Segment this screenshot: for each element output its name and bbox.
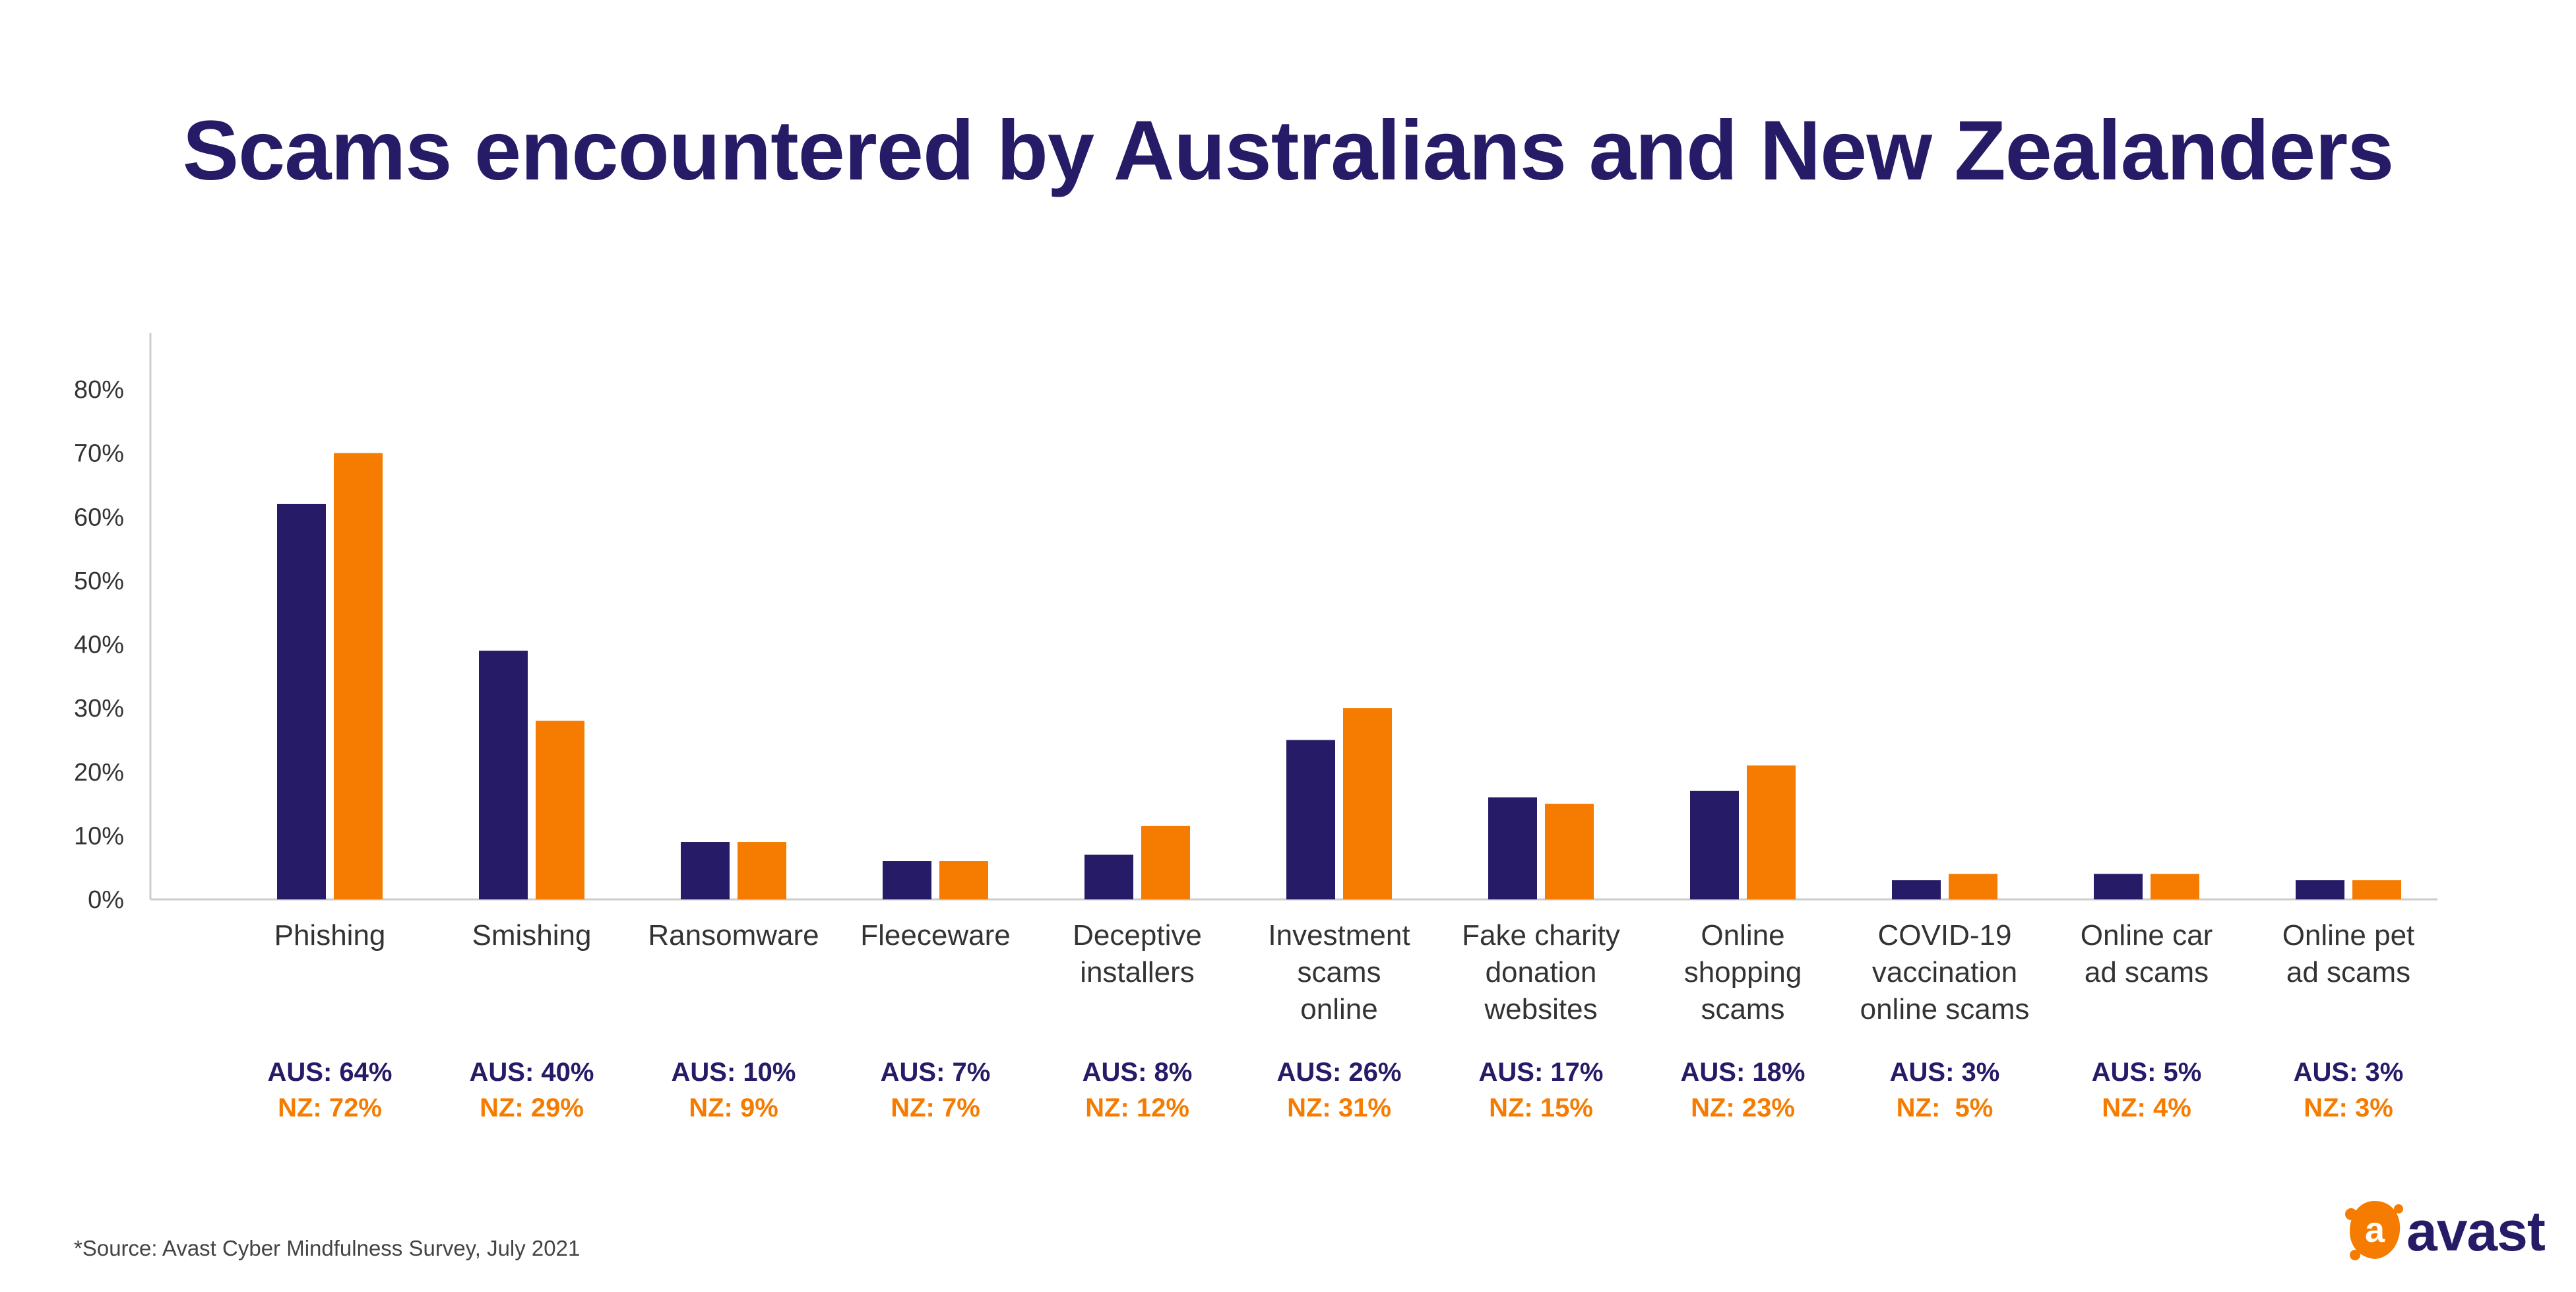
category-label-line: Fleeceware <box>860 919 1010 952</box>
category-label-line: Fake charity <box>1462 919 1620 952</box>
value-label-nz: NZ: 31% <box>1287 1093 1391 1122</box>
category-label: Investment scams online <box>1268 919 1410 1025</box>
value-label-nz: NZ: 72% <box>278 1093 382 1122</box>
bar-aus <box>2094 874 2143 899</box>
value-label-aus: AUS: 18% <box>1681 1058 1806 1087</box>
category-label-line: online <box>1300 993 1377 1025</box>
y-tick-label: 10% <box>74 822 124 850</box>
category-label-line: Deceptive <box>1073 919 1202 952</box>
category-label: Phishing <box>274 919 386 952</box>
bar-nz <box>1949 874 1997 899</box>
value-label-aus: AUS: 3% <box>2294 1058 2404 1087</box>
value-label-nz: NZ: 5% <box>1897 1093 1994 1122</box>
category-label-line: scams <box>1701 993 1784 1025</box>
bar-aus <box>277 503 326 899</box>
value-label-aus: AUS: 3% <box>1890 1058 2000 1087</box>
category-label: COVID-19 vaccination online scams <box>1860 919 2030 1025</box>
value-label-aus: AUS: 5% <box>2092 1058 2202 1087</box>
value-label-aus: AUS: 7% <box>881 1058 991 1087</box>
value-label-aus: AUS: 8% <box>1083 1058 1193 1087</box>
y-tick-label: 70% <box>74 440 124 468</box>
bar-aus <box>2296 880 2344 899</box>
bar-nz <box>334 453 383 899</box>
bar-nz <box>1141 825 1190 899</box>
logo-text: avast <box>2406 1200 2546 1262</box>
category-label-line: Ransomware <box>648 919 819 952</box>
bar-nz <box>1545 804 1594 899</box>
bar-nz <box>939 861 988 899</box>
bar-aus <box>681 842 730 899</box>
value-label-aus: AUS: 64% <box>268 1058 393 1087</box>
category-label: Smishing <box>472 919 592 952</box>
value-label-nz: NZ: 9% <box>689 1093 778 1122</box>
category-label-line: ad scams <box>2286 956 2410 988</box>
category-label-line: Online pet <box>2282 919 2415 952</box>
value-label-aus: AUS: 40% <box>470 1058 594 1087</box>
value-label-aus: AUS: 26% <box>1277 1058 1402 1087</box>
category-label-line: scams <box>1297 956 1381 988</box>
bar-aus <box>479 651 528 899</box>
bar-aus <box>883 861 931 899</box>
category-label: Online shopping scams <box>1684 919 1802 1025</box>
category-label: Deceptive installers <box>1073 919 1202 988</box>
category-label: Fake charity donation websites <box>1462 919 1620 1025</box>
category-label-line: websites <box>1484 993 1597 1025</box>
svg-text:a: a <box>2365 1210 2385 1250</box>
category-label: Fleeceware <box>860 919 1010 952</box>
bar-aus <box>1690 791 1739 899</box>
avast-logo: a avast <box>2342 1194 2560 1274</box>
value-label-nz: NZ: 29% <box>480 1093 584 1122</box>
category-label-line: installers <box>1080 956 1195 988</box>
bar-aus <box>1286 740 1335 899</box>
category-label-line: shopping <box>1684 956 1802 988</box>
bar-nz <box>1747 765 1796 899</box>
category-label-line: vaccination <box>1872 956 2017 988</box>
value-label-nz: NZ: 12% <box>1085 1093 1189 1122</box>
y-tick-label: 20% <box>74 759 124 787</box>
value-label-nz: NZ: 3% <box>2304 1093 2393 1122</box>
y-tick-label: 0% <box>88 886 124 914</box>
category-label-line: Smishing <box>472 919 592 952</box>
chart-title: Scams encountered by Australians and New… <box>182 104 2395 198</box>
value-label-aus: AUS: 17% <box>1479 1058 1604 1087</box>
category-label-line: Online car <box>2081 919 2213 952</box>
bar-nz <box>2352 880 2401 899</box>
category-label: Online pet ad scams <box>2282 919 2415 988</box>
category-label: Ransomware <box>648 919 819 952</box>
source-note: *Source: Avast Cyber Mindfulness Survey,… <box>74 1236 581 1260</box>
bar-nz <box>1343 708 1392 899</box>
avast-logo-icon: a <box>2345 1201 2403 1260</box>
category-label-line: Investment <box>1268 919 1410 952</box>
bar-nz <box>536 721 584 899</box>
category-label-line: Online <box>1701 919 1784 952</box>
y-tick-label: 80% <box>74 376 124 404</box>
y-tick-label: 60% <box>74 503 124 531</box>
category-label: Online car ad scams <box>2081 919 2213 988</box>
value-label-nz: NZ: 7% <box>891 1093 980 1122</box>
category-label-line: Phishing <box>274 919 386 952</box>
category-label-line: online scams <box>1860 993 2030 1025</box>
category-label-line: ad scams <box>2085 956 2209 988</box>
category-label-line: donation <box>1486 956 1597 988</box>
value-label-nz: NZ: 4% <box>2102 1093 2191 1122</box>
bar-nz <box>738 842 786 899</box>
bar-aus <box>1892 880 1941 899</box>
y-tick-label: 30% <box>74 695 124 723</box>
value-label-aus: AUS: 10% <box>672 1058 796 1087</box>
y-tick-label: 40% <box>74 631 124 659</box>
value-label-nz: NZ: 15% <box>1489 1093 1593 1122</box>
value-label-nz: NZ: 23% <box>1691 1093 1795 1122</box>
bar-nz <box>2151 874 2199 899</box>
bar-aus <box>1084 855 1133 899</box>
category-label-line: COVID-19 <box>1878 919 2012 952</box>
y-tick-label: 50% <box>74 567 124 595</box>
bar-aus <box>1488 797 1537 899</box>
